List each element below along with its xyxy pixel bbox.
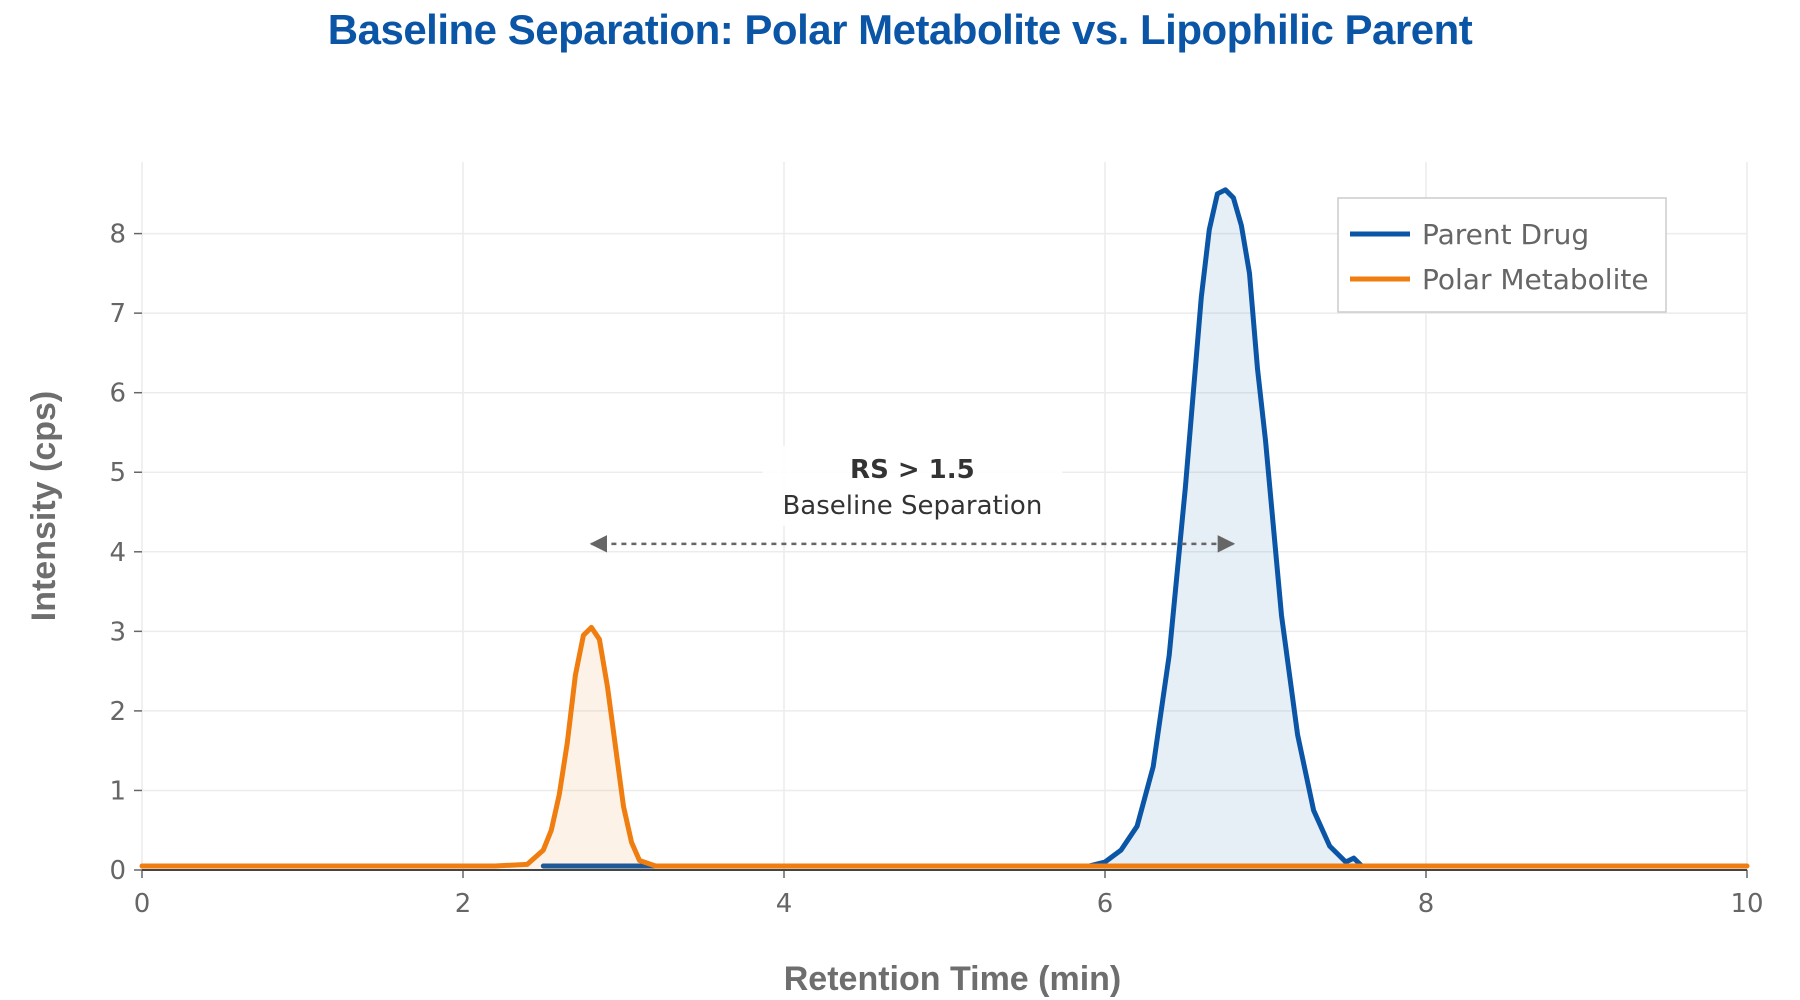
legend: Parent Drug Polar Metabolite [1337,197,1667,313]
x-tick-label: 8 [1418,889,1435,919]
annotation-subtitle: Baseline Separation [782,491,1042,521]
y-tick-label: 1 [109,776,126,806]
series-area-parent-drug [543,189,1362,871]
y-tick-label: 6 [109,379,126,409]
y-tick-label: 2 [109,697,126,727]
x-tick-label: 6 [1097,889,1114,919]
y-tick-label: 7 [109,299,126,329]
annotation-background [762,445,1063,526]
y-tick-label: 8 [109,220,126,250]
series-area-polar-metabolite [142,627,1747,870]
axes: 0 2 4 6 8 10 0 1 2 3 4 5 6 7 8 [109,220,1763,919]
series-layer [139,187,1750,871]
x-axis-title: Retention Time (min) [784,960,1122,998]
x-tick-label: 0 [134,889,151,919]
y-tick-label: 4 [109,538,126,568]
y-tick-label: 5 [109,458,126,488]
chart-title: Baseline Separation: Polar Metabolite vs… [327,6,1473,53]
x-tick-label: 2 [455,889,472,919]
legend-label-parent-drug: Parent Drug [1422,218,1589,251]
x-tick-label: 10 [1730,889,1763,919]
y-tick-label: 0 [109,856,126,886]
x-tick-label: 4 [776,889,793,919]
legend-box [1337,197,1667,313]
separation-annotation: RS > 1.5 Baseline Separation [589,445,1236,553]
series-line-polar-metabolite [139,624,1750,869]
annotation-title: RS > 1.5 [850,455,975,485]
legend-label-polar-metabolite: Polar Metabolite [1422,263,1649,296]
y-axis-title: Intensity (cps) [25,391,63,621]
y-tick-label: 3 [109,617,126,647]
